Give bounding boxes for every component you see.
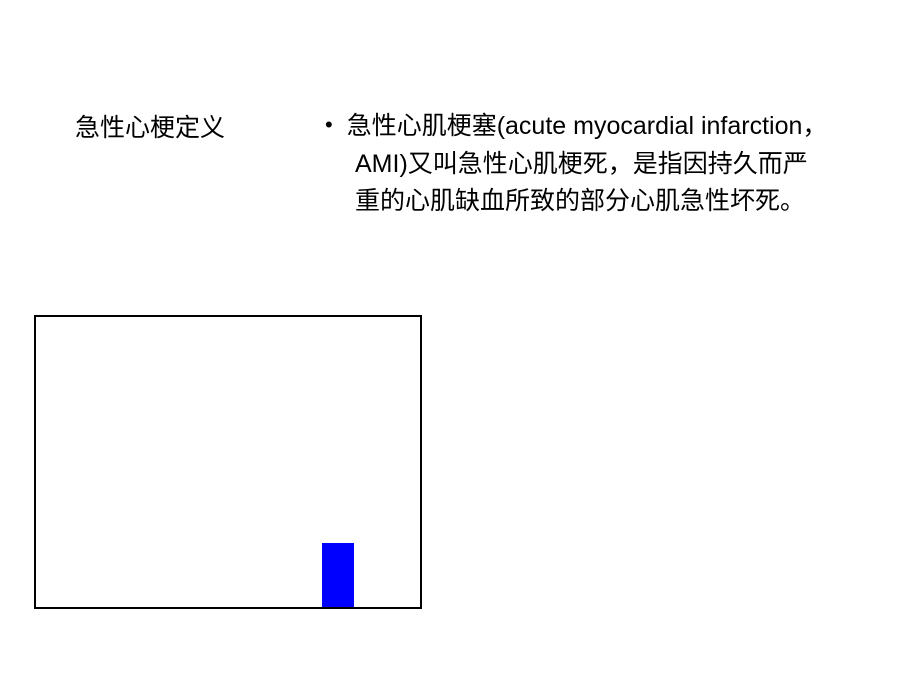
body-text-content: 急性心肌梗塞(acute myocardial infarction，AMI)又…	[347, 112, 828, 215]
slide-title: 急性心梗定义	[75, 108, 225, 144]
blue-bar	[322, 543, 354, 607]
slide-body: •急性心肌梗塞(acute myocardial infarction，AMI)…	[355, 108, 830, 221]
image-placeholder-box	[34, 315, 422, 609]
bullet-icon: •	[325, 108, 333, 141]
